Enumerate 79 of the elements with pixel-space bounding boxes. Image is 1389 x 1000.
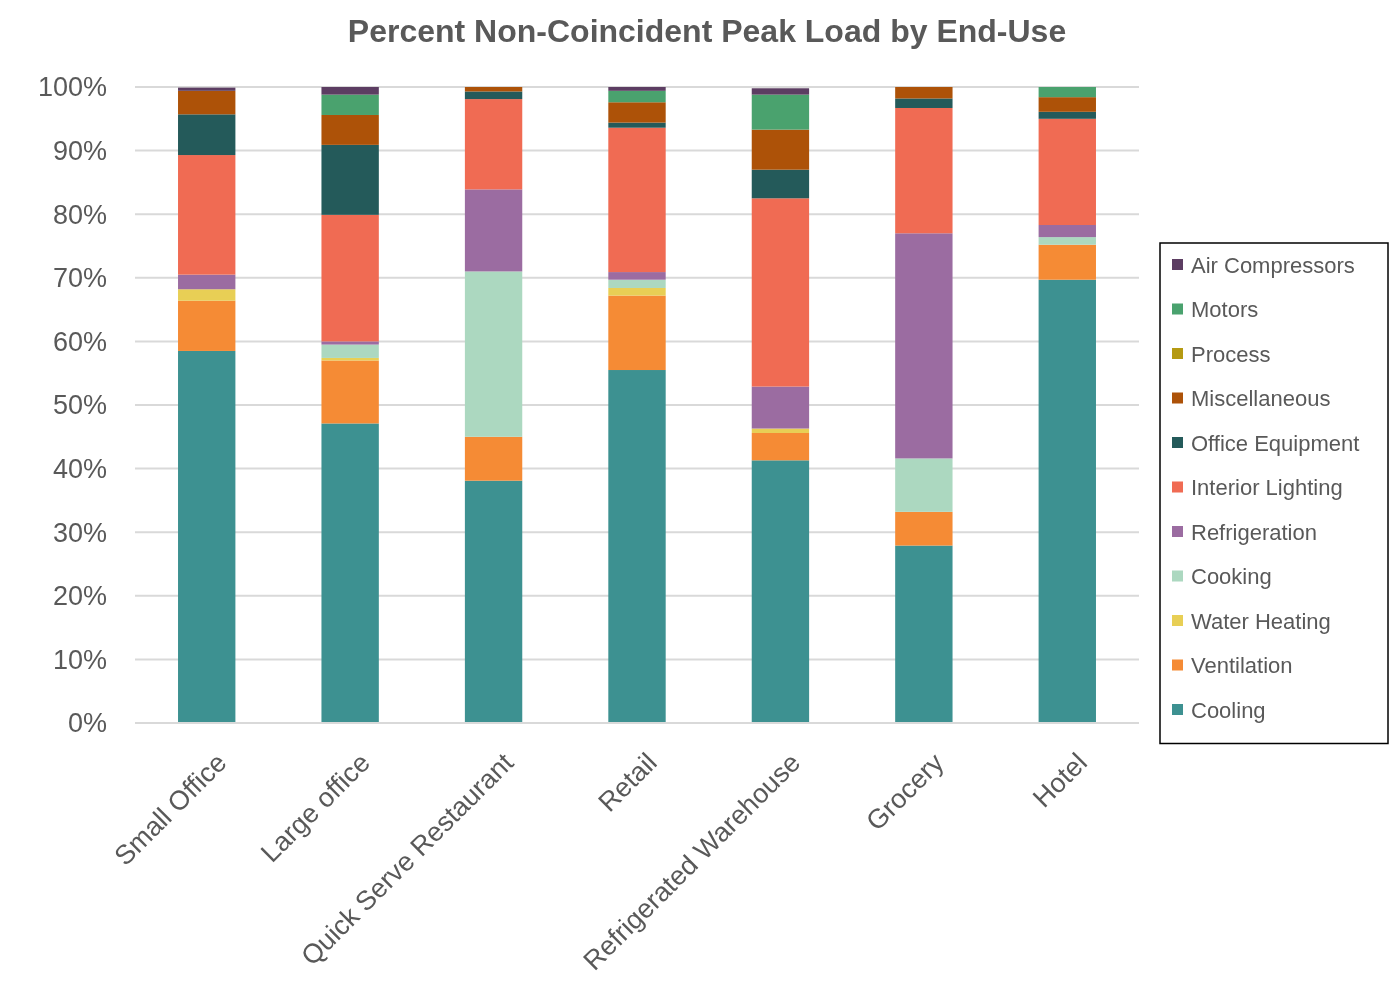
legend-label: Cooking (1191, 564, 1272, 590)
y-tick-label: 70% (52, 263, 107, 294)
bar (321, 341, 379, 345)
bar (464, 480, 523, 723)
bar (608, 279, 666, 288)
bar (1038, 225, 1096, 238)
bar (608, 287, 666, 296)
legend-label: Water Heating (1191, 608, 1331, 634)
y-tick-label: 90% (52, 136, 107, 167)
y-tick-label: 60% (52, 326, 107, 357)
bar (895, 98, 953, 108)
bar (751, 169, 810, 199)
bar (751, 432, 810, 461)
bar (751, 129, 810, 170)
bar (608, 272, 666, 280)
bar (464, 91, 523, 100)
bar (751, 88, 810, 95)
bar (895, 458, 953, 512)
bar (1038, 237, 1096, 245)
bar (464, 271, 523, 437)
bar (1038, 87, 1096, 98)
y-tick-label: 20% (52, 581, 107, 612)
bar (321, 214, 379, 342)
bar (1038, 97, 1096, 112)
bar (1038, 244, 1096, 280)
y-tick-label: 30% (52, 517, 107, 548)
legend-label: Process (1191, 341, 1271, 367)
bar (751, 386, 810, 429)
bar (1038, 279, 1096, 723)
legend-label: Motors (1191, 297, 1259, 323)
bar (178, 87, 236, 91)
bar (751, 94, 810, 130)
bar (321, 94, 379, 115)
bar (608, 90, 666, 103)
y-tick-label: 80% (52, 199, 107, 230)
bar (321, 87, 379, 95)
y-tick-label: 10% (52, 644, 107, 675)
bar (751, 198, 810, 387)
bar (751, 460, 810, 723)
bar (895, 233, 953, 459)
chart-title: Percent Non-Coincident Peak Load by End-Use (347, 13, 1067, 49)
bar (608, 370, 666, 723)
y-tick-label: 100% (37, 72, 107, 103)
bar (178, 289, 236, 301)
bar (895, 87, 953, 99)
bar (321, 344, 379, 358)
y-tick-label: 40% (52, 454, 107, 485)
bar (608, 122, 666, 128)
bar (608, 87, 666, 91)
bar (178, 350, 236, 723)
bar (178, 300, 236, 351)
bar (178, 90, 236, 115)
legend-label: Cooling (1191, 697, 1266, 723)
legend-label: Ventilation (1191, 653, 1293, 679)
bar (321, 144, 379, 215)
bar (178, 155, 236, 275)
y-tick-label: 50% (52, 390, 107, 421)
bar (464, 189, 523, 272)
legend-label: Office Equipment (1191, 430, 1360, 456)
bar (464, 99, 523, 190)
bar (1038, 111, 1096, 119)
legend-label: Interior Lighting (1191, 475, 1343, 501)
bar (1038, 118, 1096, 226)
bar (321, 360, 379, 424)
legend-label: Refrigeration (1191, 519, 1317, 545)
bar (608, 102, 666, 123)
bar (608, 127, 666, 273)
bar (321, 423, 379, 723)
bar (895, 107, 953, 234)
bar (608, 295, 666, 371)
bar (895, 545, 953, 723)
bar (895, 511, 953, 546)
bar (321, 114, 379, 145)
bar (464, 436, 523, 481)
bar (178, 274, 236, 290)
legend-label: Miscellaneous (1191, 386, 1331, 412)
y-tick-label: 0% (67, 708, 107, 739)
bar (178, 114, 236, 156)
legend-label: Air Compressors (1191, 252, 1355, 278)
